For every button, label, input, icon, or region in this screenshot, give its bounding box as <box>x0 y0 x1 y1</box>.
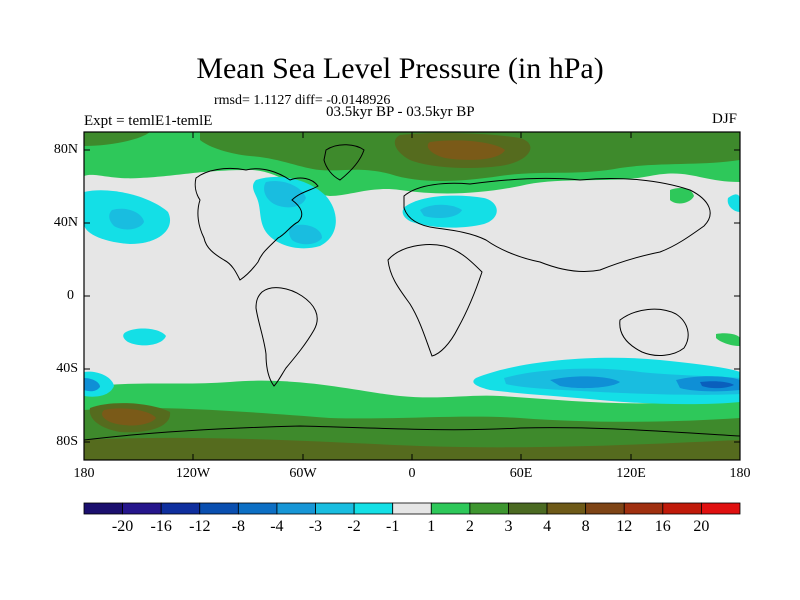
colorbar-swatch <box>430 502 471 515</box>
southern-indian-moderate <box>504 368 740 395</box>
lat-label-0: 0 <box>67 288 74 303</box>
colorbar-swatch <box>83 502 123 515</box>
axis-ticks <box>84 132 740 460</box>
west-edge-core <box>84 378 100 392</box>
colorbar-label: 3 <box>504 518 513 535</box>
colorbar-swatch <box>469 502 509 515</box>
colorbar-label: -16 <box>150 518 172 535</box>
south-america-coast <box>255 287 318 387</box>
colorbar-swatch <box>546 502 587 515</box>
north-atlantic-core-b <box>289 224 322 245</box>
north-atlantic-core-a <box>264 180 306 208</box>
north-america-coast <box>194 167 319 281</box>
east-pacific-negative <box>727 194 740 212</box>
lat-label-80n: 80N <box>53 142 78 157</box>
map-title: Mean Sea Level Pressure (in hPa) <box>196 52 604 85</box>
south-pacific-small-negative <box>123 328 166 346</box>
lon-label-60e: 60E <box>509 466 533 481</box>
colorbar-label: 16 <box>654 518 671 535</box>
colorbar-label: -1 <box>386 518 400 535</box>
south-pacific-peak-anomaly <box>102 408 156 426</box>
colorbar-label: 1 <box>427 518 436 535</box>
north-pacific-core <box>109 208 144 230</box>
antarctic-strong-band <box>84 437 740 460</box>
lon-label-180-right: 180 <box>729 466 751 481</box>
colorbar-label: 20 <box>693 518 710 535</box>
experiment-label: Expt = temlE1-temlE <box>84 113 213 129</box>
lat-label-40s: 40S <box>56 361 78 376</box>
colorbar-label: -3 <box>308 518 323 535</box>
australia-coast <box>619 308 689 356</box>
southern-indian-peak <box>700 381 734 389</box>
colorbar-swatch <box>237 502 278 515</box>
colorbar-label: 4 <box>543 518 552 535</box>
colorbar-label: -2 <box>347 518 361 535</box>
pressure-field <box>84 132 740 460</box>
colorbar-label: -20 <box>111 518 134 535</box>
colorbar-swatch <box>199 502 239 515</box>
colorbar-label: -4 <box>270 518 284 535</box>
africa-coast <box>387 244 483 357</box>
colorbar <box>83 502 741 515</box>
greenland-coast <box>323 144 365 181</box>
colorbar-swatch <box>122 502 162 515</box>
coastlines <box>84 144 740 441</box>
antarctica-coast <box>84 425 740 441</box>
colorbar-label: 8 <box>581 518 590 535</box>
arctic-west-anomaly <box>84 132 150 146</box>
colorbar-swatch <box>585 502 625 515</box>
period-label: 03.5kyr BP - 03.5kyr BP <box>326 104 475 120</box>
colorbar-label: 12 <box>616 518 633 535</box>
southern-indian-core-a <box>550 376 620 389</box>
colorbar-swatch <box>623 502 664 515</box>
colorbar-label: -12 <box>189 518 211 535</box>
colorbar-swatch <box>701 502 741 515</box>
colorbar-label: -8 <box>231 518 246 535</box>
eurasia-coast <box>403 177 711 273</box>
lat-label-80s: 80S <box>56 434 78 449</box>
rmsd-diff-stats: rmsd= 1.1127 diff= -0.0148926 <box>214 93 391 108</box>
season-label: DJF <box>712 111 738 127</box>
colorbar-swatch <box>392 502 432 515</box>
europe-core <box>420 204 462 218</box>
tasman-anomaly <box>716 333 740 346</box>
colorbar-swatch <box>662 502 702 515</box>
lon-label-120w: 120W <box>175 466 211 481</box>
lat-label-40n: 40N <box>53 215 78 230</box>
lon-label-180-left: 180 <box>73 466 95 481</box>
colorbar-label: 2 <box>465 518 474 535</box>
arctic-peak-anomaly <box>427 140 505 160</box>
colorbar-swatch <box>315 502 355 515</box>
colorbar-swatch <box>160 502 201 515</box>
lon-label-0: 0 <box>408 466 416 481</box>
lon-label-60w: 60W <box>289 466 317 481</box>
colorbar-swatch <box>276 502 316 515</box>
east-asia-anomaly <box>670 188 694 204</box>
colorbar-swatch <box>353 502 394 515</box>
lon-label-120e: 120E <box>616 466 646 481</box>
colorbar-swatch <box>508 502 548 515</box>
